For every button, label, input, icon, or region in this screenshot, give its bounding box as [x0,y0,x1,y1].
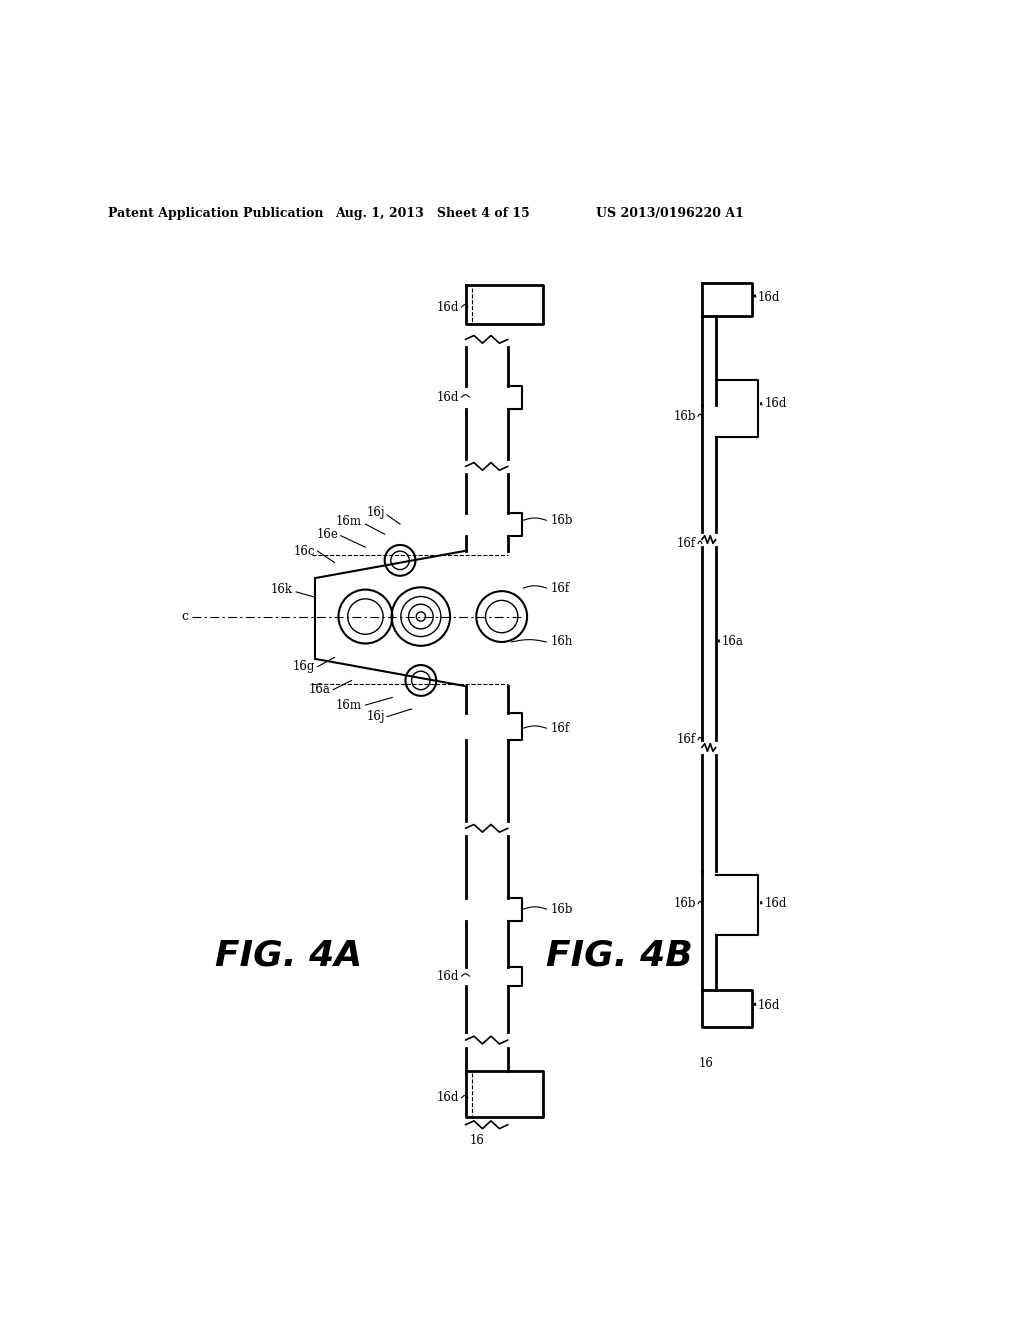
Text: 16e: 16e [316,528,339,541]
Text: 16d: 16d [758,290,780,304]
Text: 16j: 16j [367,710,385,723]
Text: Patent Application Publication: Patent Application Publication [108,207,323,220]
Text: 16d: 16d [437,970,460,982]
Text: 16b: 16b [550,903,572,916]
Text: Aug. 1, 2013   Sheet 4 of 15: Aug. 1, 2013 Sheet 4 of 15 [335,207,529,220]
Text: c: c [181,610,188,623]
Text: 16d: 16d [437,391,460,404]
Text: 16: 16 [470,1134,484,1147]
Text: 16h: 16h [550,635,572,648]
Text: 16f: 16f [550,582,569,594]
Text: 16d: 16d [764,397,786,409]
Text: 16f: 16f [677,733,695,746]
Text: 16d: 16d [758,999,780,1012]
Text: 16d: 16d [764,898,786,911]
Text: 16k: 16k [270,583,292,597]
Text: 16a: 16a [309,684,331,696]
Text: 16b: 16b [550,513,572,527]
Text: 16b: 16b [673,409,695,422]
Text: 16m: 16m [336,698,361,711]
Text: US 2013/0196220 A1: US 2013/0196220 A1 [596,207,743,220]
Text: 16d: 16d [437,1092,460,1105]
Text: FIG. 4A: FIG. 4A [215,939,362,973]
Text: 16: 16 [698,1056,713,1069]
Text: 16f: 16f [677,537,695,550]
Text: 16b: 16b [673,898,695,911]
Text: 16g: 16g [293,660,315,673]
Text: 16m: 16m [336,515,361,528]
Text: 16a: 16a [722,635,743,648]
Text: 16f: 16f [550,722,569,735]
Text: 16c: 16c [294,545,315,557]
Text: 16j: 16j [367,506,385,519]
Text: 16d: 16d [437,301,460,314]
Text: FIG. 4B: FIG. 4B [546,939,693,973]
